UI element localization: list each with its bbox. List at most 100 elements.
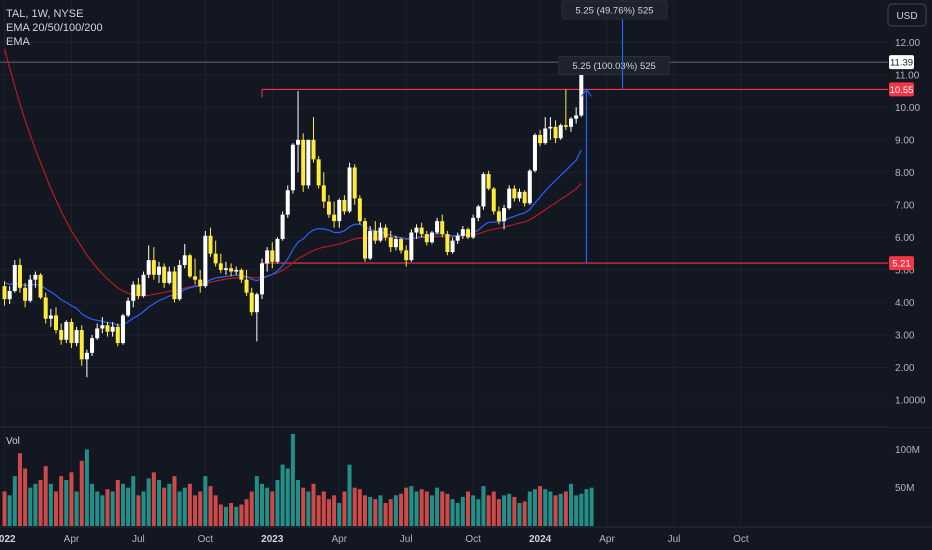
candle-body — [342, 199, 347, 212]
volume-bar — [373, 499, 378, 526]
candle-body — [115, 326, 120, 344]
candle-body — [43, 297, 48, 319]
volume-bar — [440, 491, 445, 526]
candle-body — [254, 294, 259, 313]
price-tick-label: 10.00 — [895, 103, 920, 114]
volume-bar — [239, 504, 244, 526]
currency-button-frame[interactable] — [887, 3, 927, 27]
candle-body — [383, 227, 388, 238]
ema-indicator-label[interactable]: EMA 20/50/100/200 — [6, 22, 103, 34]
candle-body — [203, 235, 208, 287]
volume-bar — [301, 487, 306, 526]
candle-body — [347, 167, 352, 212]
time-tick-label: Jul — [668, 534, 681, 545]
volume-bar — [162, 487, 167, 526]
measure-tools[interactable]: 5.25 (100.03%) 525 5.25 (49.76%) 525 — [558, 0, 671, 264]
price-label-badge[interactable] — [889, 55, 914, 70]
candle-body — [120, 315, 125, 344]
time-tick-label: 2023 — [261, 534, 284, 545]
volume-bar — [7, 495, 12, 526]
volume-bar — [90, 483, 95, 526]
price-tick-label: 4.00 — [895, 298, 915, 309]
candle-body — [234, 269, 239, 272]
price-tick-label: 12.00 — [895, 38, 920, 49]
candle-body — [285, 190, 290, 215]
price-axis[interactable]: 1.0000 2.00 3.00 4.00 5.00 6.00 7.00 8.00 9.00 10… — [888, 30, 932, 427]
candle-body — [455, 235, 460, 241]
candle-body — [239, 269, 244, 280]
chart-legend: TAL, 1W, NYSE EMA 20/50/100/200 EMA — [6, 7, 103, 49]
candle-body — [296, 139, 301, 145]
volume-bar — [120, 483, 125, 526]
candle-body — [265, 250, 270, 264]
time-tick-label: Jul — [400, 534, 413, 545]
time-tick-label: Oct — [465, 534, 481, 545]
candle-body — [162, 266, 167, 283]
candle-body — [368, 230, 373, 259]
price-label-badge[interactable] — [889, 82, 914, 97]
volume-bar — [48, 483, 53, 526]
candle-body — [326, 201, 331, 215]
volume-bar — [538, 486, 543, 526]
volume-bar — [363, 495, 367, 526]
candle-body — [563, 125, 568, 127]
volume-bar — [12, 476, 17, 526]
price-tick-label: 2.00 — [895, 363, 915, 374]
volume-bar — [28, 487, 33, 526]
volume-bar — [43, 466, 48, 526]
volume-bar — [455, 503, 460, 526]
volume-bar — [460, 496, 465, 526]
time-axis[interactable]: 2022 Apr Jul Oct 2023 Apr Jul Oct 2024 Apr Jul Oct — [0, 534, 749, 545]
volume-bar — [491, 491, 496, 526]
time-tick-label: Oct — [198, 534, 214, 545]
volume-bar — [285, 468, 290, 526]
candle-body — [311, 139, 316, 160]
horizontal-levels[interactable] — [0, 61, 888, 264]
candle-body — [466, 229, 470, 238]
volume-bar — [337, 503, 342, 526]
volume-bar — [512, 496, 517, 526]
symbol-info[interactable]: TAL, 1W, NYSE — [6, 8, 84, 20]
volume-bar — [167, 483, 172, 526]
candle-body — [2, 286, 7, 300]
candle-body — [517, 191, 522, 199]
measure-label: 5.25 (49.76%) 525 — [575, 6, 653, 17]
time-tick-label: Oct — [733, 534, 749, 545]
candle-body — [419, 227, 424, 235]
time-tick-label: Jul — [132, 534, 145, 545]
candle-body — [569, 118, 573, 127]
volume-bar — [249, 491, 254, 526]
measure-label: 5.25 (100.03%) 525 — [572, 61, 655, 72]
volume-bar — [527, 491, 532, 526]
candle-body — [38, 274, 43, 298]
volume-bar — [265, 487, 270, 526]
candle-body — [260, 263, 264, 295]
volume-bar — [502, 495, 507, 526]
volume-bar — [79, 460, 84, 526]
candle-body — [280, 214, 285, 240]
candle-body — [393, 239, 398, 248]
currency-button[interactable]: USD — [896, 11, 917, 22]
candle-body — [54, 315, 58, 331]
candle-body — [352, 167, 357, 199]
candle-body — [337, 199, 342, 222]
volume-bar — [368, 496, 373, 526]
price-tick-label: 7.00 — [895, 200, 915, 211]
candle-body — [445, 234, 450, 253]
candle-body — [378, 227, 383, 241]
volume-bar — [270, 491, 275, 526]
candle-body — [141, 274, 146, 296]
candle-body — [90, 338, 95, 353]
candle-body — [409, 232, 414, 261]
volume-bar — [275, 480, 280, 526]
volume-bar — [280, 464, 285, 526]
ema-indicator-label-2[interactable]: EMA — [6, 36, 30, 48]
volume-bar — [393, 495, 398, 526]
volume-bar — [347, 464, 352, 526]
volume-bar — [435, 487, 440, 526]
price-label-badge[interactable] — [889, 256, 914, 271]
volume-label: Vol — [6, 436, 20, 447]
